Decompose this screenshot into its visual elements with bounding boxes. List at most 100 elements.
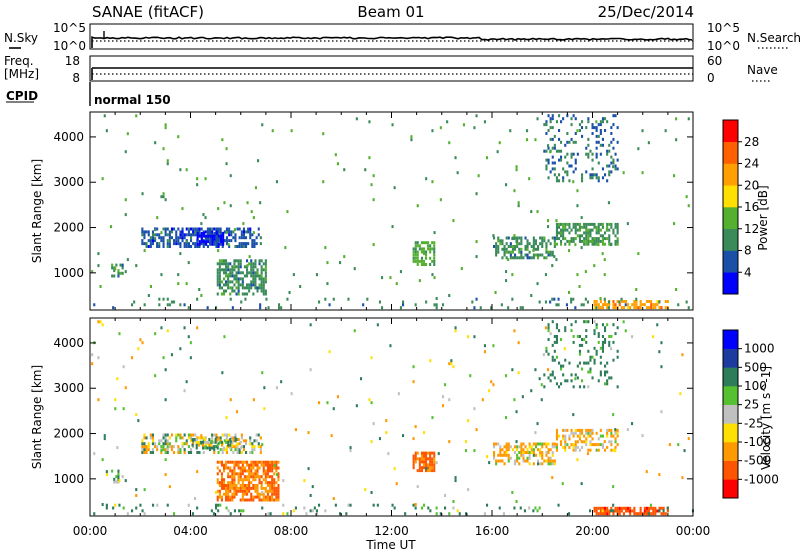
data-cell (257, 233, 260, 237)
data-cell (158, 236, 161, 240)
data-cell (610, 132, 613, 135)
data-cell (284, 246, 287, 250)
data-cell (515, 440, 518, 444)
data-cell (309, 494, 312, 497)
data-cell (511, 273, 514, 277)
y-tick-label: 1000 (53, 472, 84, 486)
data-cell (245, 439, 248, 443)
data-cell (192, 233, 195, 237)
data-cell (228, 233, 231, 237)
data-cell (164, 433, 167, 437)
data-cell (262, 478, 265, 482)
data-cell (211, 230, 214, 234)
data-cell (248, 286, 251, 290)
data-cell (229, 274, 232, 278)
data-cell (507, 258, 510, 262)
data-cell (538, 300, 541, 304)
data-cell (507, 306, 510, 310)
data-cell (606, 370, 609, 374)
data-cell (580, 216, 583, 220)
data-cell (493, 442, 496, 446)
data-cell (614, 428, 617, 432)
data-cell (223, 277, 226, 281)
data-cell (194, 227, 197, 231)
data-cell (247, 242, 250, 246)
data-cell (580, 440, 583, 444)
data-cell (551, 236, 554, 240)
data-cell (209, 227, 212, 231)
data-cell (207, 234, 210, 238)
data-cell (252, 216, 255, 220)
data-cell (211, 242, 214, 246)
data-cell (681, 353, 684, 357)
data-cell (551, 126, 554, 130)
data-cell (518, 247, 521, 251)
data-cell (175, 436, 178, 440)
data-cell (185, 240, 188, 244)
data-cell (149, 451, 152, 454)
data-cell (558, 225, 561, 229)
data-cell (437, 452, 440, 456)
data-cell (595, 146, 598, 150)
data-cell (583, 242, 586, 246)
data-cell (112, 506, 115, 510)
data-cell (221, 448, 224, 452)
data-cell (564, 170, 567, 174)
data-cell (551, 476, 554, 480)
data-cell (261, 506, 264, 510)
data-cell (111, 263, 114, 267)
data-cell (627, 506, 630, 510)
data-cell (518, 256, 521, 260)
data-cell (252, 268, 255, 272)
data-cell (427, 469, 430, 473)
data-cell (553, 239, 556, 243)
data-cell (154, 237, 157, 241)
data-cell (216, 481, 219, 485)
data-cell (202, 446, 205, 450)
data-cell (616, 231, 619, 235)
data-cell (441, 395, 444, 399)
data-cell (488, 461, 491, 465)
data-cell (593, 306, 596, 310)
data-cell (547, 250, 550, 254)
data-cell (254, 495, 257, 499)
colorbar-tick-label: 100 (744, 379, 767, 393)
data-cell (528, 250, 531, 254)
data-cell (587, 117, 590, 121)
data-cell (589, 234, 592, 238)
data-cell (260, 271, 263, 275)
data-cell (248, 283, 251, 287)
data-cell (515, 500, 518, 503)
data-cell (418, 247, 421, 251)
data-cell (423, 431, 426, 435)
data-cell (162, 227, 165, 231)
data-cell (271, 492, 274, 496)
data-cell (614, 167, 617, 171)
data-cell (237, 283, 240, 287)
data-cell (534, 445, 537, 449)
data-cell (233, 481, 236, 485)
colorbar-segment (723, 367, 738, 387)
data-cell (234, 448, 237, 452)
data-cell (250, 492, 253, 496)
data-cell (332, 407, 335, 411)
data-cell (551, 146, 554, 150)
data-cell (145, 448, 148, 452)
data-cell (229, 262, 232, 266)
data-cell (271, 495, 274, 499)
data-cell (572, 431, 575, 435)
data-cell (578, 428, 581, 432)
data-cell (195, 443, 198, 447)
data-cell (179, 242, 182, 246)
data-cell (608, 228, 611, 232)
data-cell (262, 463, 265, 467)
data-cell (235, 484, 238, 487)
data-cell (633, 306, 636, 310)
data-cell (264, 262, 267, 266)
data-cell (228, 230, 231, 234)
data-cell (170, 300, 173, 304)
data-cell (495, 242, 498, 246)
data-cell (456, 171, 459, 175)
data-cell (236, 410, 239, 414)
